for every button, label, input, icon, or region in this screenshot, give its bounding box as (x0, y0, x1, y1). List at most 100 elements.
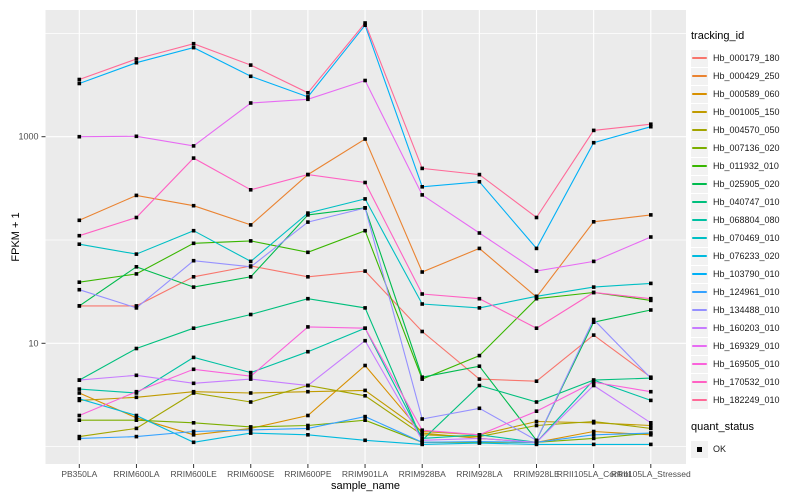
legend-key-line-icon (691, 139, 708, 157)
legend-entry-label: Hb_000589_060 (713, 89, 780, 99)
data-point (420, 329, 424, 334)
x-axis-title: sample_name (330, 480, 401, 492)
data-point (134, 413, 139, 418)
legend-entry-Hb_076233_020: Hb_076233_020 (691, 247, 799, 265)
data-point (363, 326, 367, 330)
data-point (649, 122, 653, 126)
data-point (477, 306, 482, 310)
data-point (363, 388, 367, 393)
legend-key-line-icon (691, 301, 708, 319)
legend-entry-Hb_000179_180: Hb_000179_180 (691, 49, 799, 67)
series-color-swatch (692, 147, 707, 149)
series-color-swatch (692, 201, 707, 203)
data-point (534, 409, 539, 413)
legend-quant-block: quant_status OK (691, 421, 799, 458)
data-point (306, 325, 310, 329)
data-point (191, 275, 196, 279)
legend-key-line-icon (691, 283, 708, 301)
data-point (649, 389, 653, 394)
data-point (77, 280, 82, 284)
data-point (306, 383, 310, 388)
data-point (363, 414, 367, 419)
data-point (591, 433, 596, 437)
data-point (534, 400, 539, 404)
x-tick-label: RRIM600PE (284, 469, 332, 479)
data-point (134, 426, 139, 431)
data-point (591, 378, 596, 382)
x-tick-label: PB350LA (61, 469, 97, 479)
legend-entry-label: Hb_103790_010 (713, 269, 780, 279)
legend-entry-label: Hb_124961_010 (713, 287, 780, 297)
data-point (363, 21, 367, 25)
data-point (248, 425, 253, 429)
series-color-swatch (692, 381, 707, 383)
legend-entry-Hb_182249_010: Hb_182249_010 (691, 391, 799, 409)
data-point (363, 228, 367, 233)
data-point (477, 246, 482, 251)
data-point (649, 442, 653, 447)
legend-key-line-icon (691, 85, 708, 103)
x-tick-label: RRIM600LA (113, 469, 160, 479)
data-point (649, 124, 653, 129)
data-point (134, 193, 139, 198)
data-point (363, 206, 367, 210)
legend-key-line-icon (691, 157, 708, 175)
series-color-swatch (692, 309, 707, 311)
data-point (420, 166, 424, 171)
data-point (477, 436, 482, 441)
data-point (477, 172, 482, 177)
data-point (77, 418, 82, 422)
data-point (363, 418, 367, 422)
data-point (363, 78, 367, 83)
data-point (191, 241, 196, 246)
data-point (306, 423, 310, 428)
series-color-swatch (692, 75, 707, 77)
legend-entry-label: Hb_025905_020 (713, 179, 780, 189)
legend-entry-Hb_070469_010: Hb_070469_010 (691, 229, 799, 247)
data-point (248, 223, 253, 227)
data-point (420, 185, 424, 189)
data-point (306, 211, 310, 215)
data-point (591, 285, 596, 289)
data-point (420, 433, 424, 437)
legend-key-line-icon (691, 229, 708, 247)
data-point (191, 440, 196, 445)
data-point (363, 338, 367, 343)
data-point (134, 395, 139, 400)
data-point (77, 218, 82, 223)
legend-entry-Hb_000429_250: Hb_000429_250 (691, 67, 799, 85)
data-point (591, 290, 596, 295)
legend-entry-label: Hb_068804_080 (713, 215, 780, 225)
legend-entry-Hb_001005_150: Hb_001005_150 (691, 103, 799, 121)
data-point (134, 57, 139, 61)
data-point (534, 442, 539, 447)
data-point (77, 378, 82, 382)
data-point (649, 423, 653, 428)
data-point (591, 333, 596, 337)
data-point (649, 308, 653, 312)
data-point (649, 398, 653, 403)
legend-key-line-icon (691, 103, 708, 121)
data-point (248, 259, 253, 264)
data-point (248, 101, 253, 105)
data-point (191, 433, 196, 437)
data-point (306, 91, 310, 95)
legend-key-line-icon (691, 337, 708, 355)
legend-entry-label: Hb_004570_050 (713, 125, 780, 135)
data-point (420, 436, 424, 441)
data-point (420, 442, 424, 447)
legend-entry-Hb_169505_010: Hb_169505_010 (691, 355, 799, 373)
data-point (306, 97, 310, 102)
series-color-swatch (692, 129, 707, 131)
data-point (191, 326, 196, 330)
x-tick-label: RRIM928LE (513, 469, 560, 479)
series-color-swatch (692, 237, 707, 239)
data-point (306, 389, 310, 394)
legend-entry-Hb_040747_010: Hb_040747_010 (691, 193, 799, 211)
data-point (477, 383, 482, 388)
data-point (649, 235, 653, 239)
data-point (363, 394, 367, 398)
data-point (534, 246, 539, 251)
data-point (591, 380, 596, 384)
